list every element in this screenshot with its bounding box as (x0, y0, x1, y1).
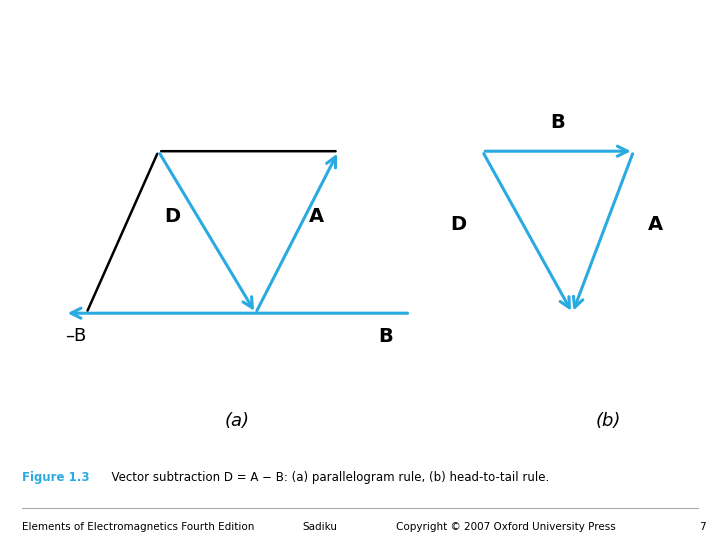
Text: Vector subtraction D = A − B: (a) parallelogram rule, (b) head-to-tail rule.: Vector subtraction D = A − B: (a) parall… (104, 471, 549, 484)
Text: Sadiku: Sadiku (302, 522, 338, 531)
Text: Figure 1.3: Figure 1.3 (22, 471, 89, 484)
Text: Copyright © 2007 Oxford University Press: Copyright © 2007 Oxford University Press (396, 522, 616, 531)
FancyArrowPatch shape (160, 153, 253, 308)
FancyArrowPatch shape (485, 146, 627, 156)
Text: B: B (551, 113, 565, 132)
Text: 7: 7 (699, 522, 706, 531)
FancyArrowPatch shape (257, 157, 336, 310)
FancyArrowPatch shape (484, 153, 570, 308)
Text: B: B (378, 327, 392, 346)
Text: D: D (451, 214, 467, 234)
Text: Elements of Electromagnetics Fourth Edition: Elements of Electromagnetics Fourth Edit… (22, 522, 254, 531)
FancyArrowPatch shape (573, 154, 633, 307)
Text: (a): (a) (225, 412, 250, 430)
Text: D: D (165, 206, 181, 226)
FancyArrowPatch shape (71, 308, 408, 318)
Text: –B: –B (65, 327, 86, 345)
Text: (b): (b) (595, 412, 621, 430)
Text: A: A (309, 206, 325, 226)
FancyArrowPatch shape (88, 154, 157, 310)
Text: A: A (648, 214, 663, 234)
